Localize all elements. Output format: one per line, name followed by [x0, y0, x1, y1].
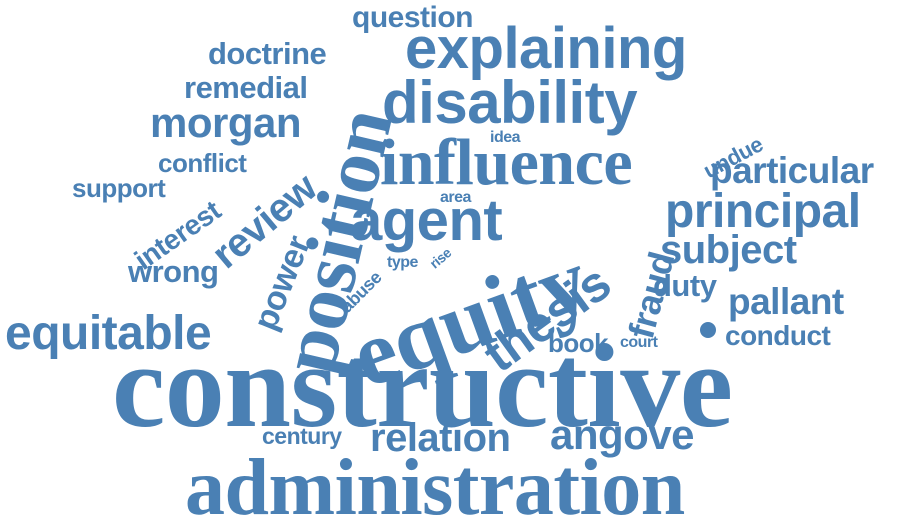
word-conduct: conduct — [725, 320, 831, 351]
word-remedial: remedial — [184, 70, 308, 105]
word-type: type — [387, 254, 418, 271]
word-angove: angove — [550, 411, 695, 458]
word-wrong: wrong — [128, 254, 219, 289]
word-relation: relation — [370, 416, 511, 460]
word-principal: principal — [665, 185, 861, 238]
word-administration: administration — [185, 444, 685, 531]
word-question: question — [352, 1, 474, 34]
word-constructive: constructive — [112, 319, 733, 452]
word-explaining: explaining — [405, 16, 687, 81]
word-conflict: conflict — [158, 148, 247, 178]
word-court: court — [620, 334, 658, 351]
word-doctrine: doctrine — [208, 36, 327, 71]
word-particular: particular — [710, 150, 874, 191]
word-duty: duty — [653, 268, 717, 303]
word-agent: agent — [350, 188, 503, 253]
word-idea: idea — [490, 129, 521, 146]
decorative-dot — [700, 322, 716, 338]
word-pallant: pallant — [728, 281, 844, 322]
word-equitable: equitable — [5, 307, 212, 360]
word-subject: subject — [660, 228, 797, 272]
word-support: support — [72, 173, 166, 203]
word-morgan: morgan — [150, 99, 302, 146]
word-century: century — [262, 423, 342, 449]
word-disability: disability — [382, 69, 638, 136]
word-book: book — [548, 328, 609, 358]
word-area: area — [440, 189, 471, 206]
word-influence: influence — [380, 126, 633, 199]
